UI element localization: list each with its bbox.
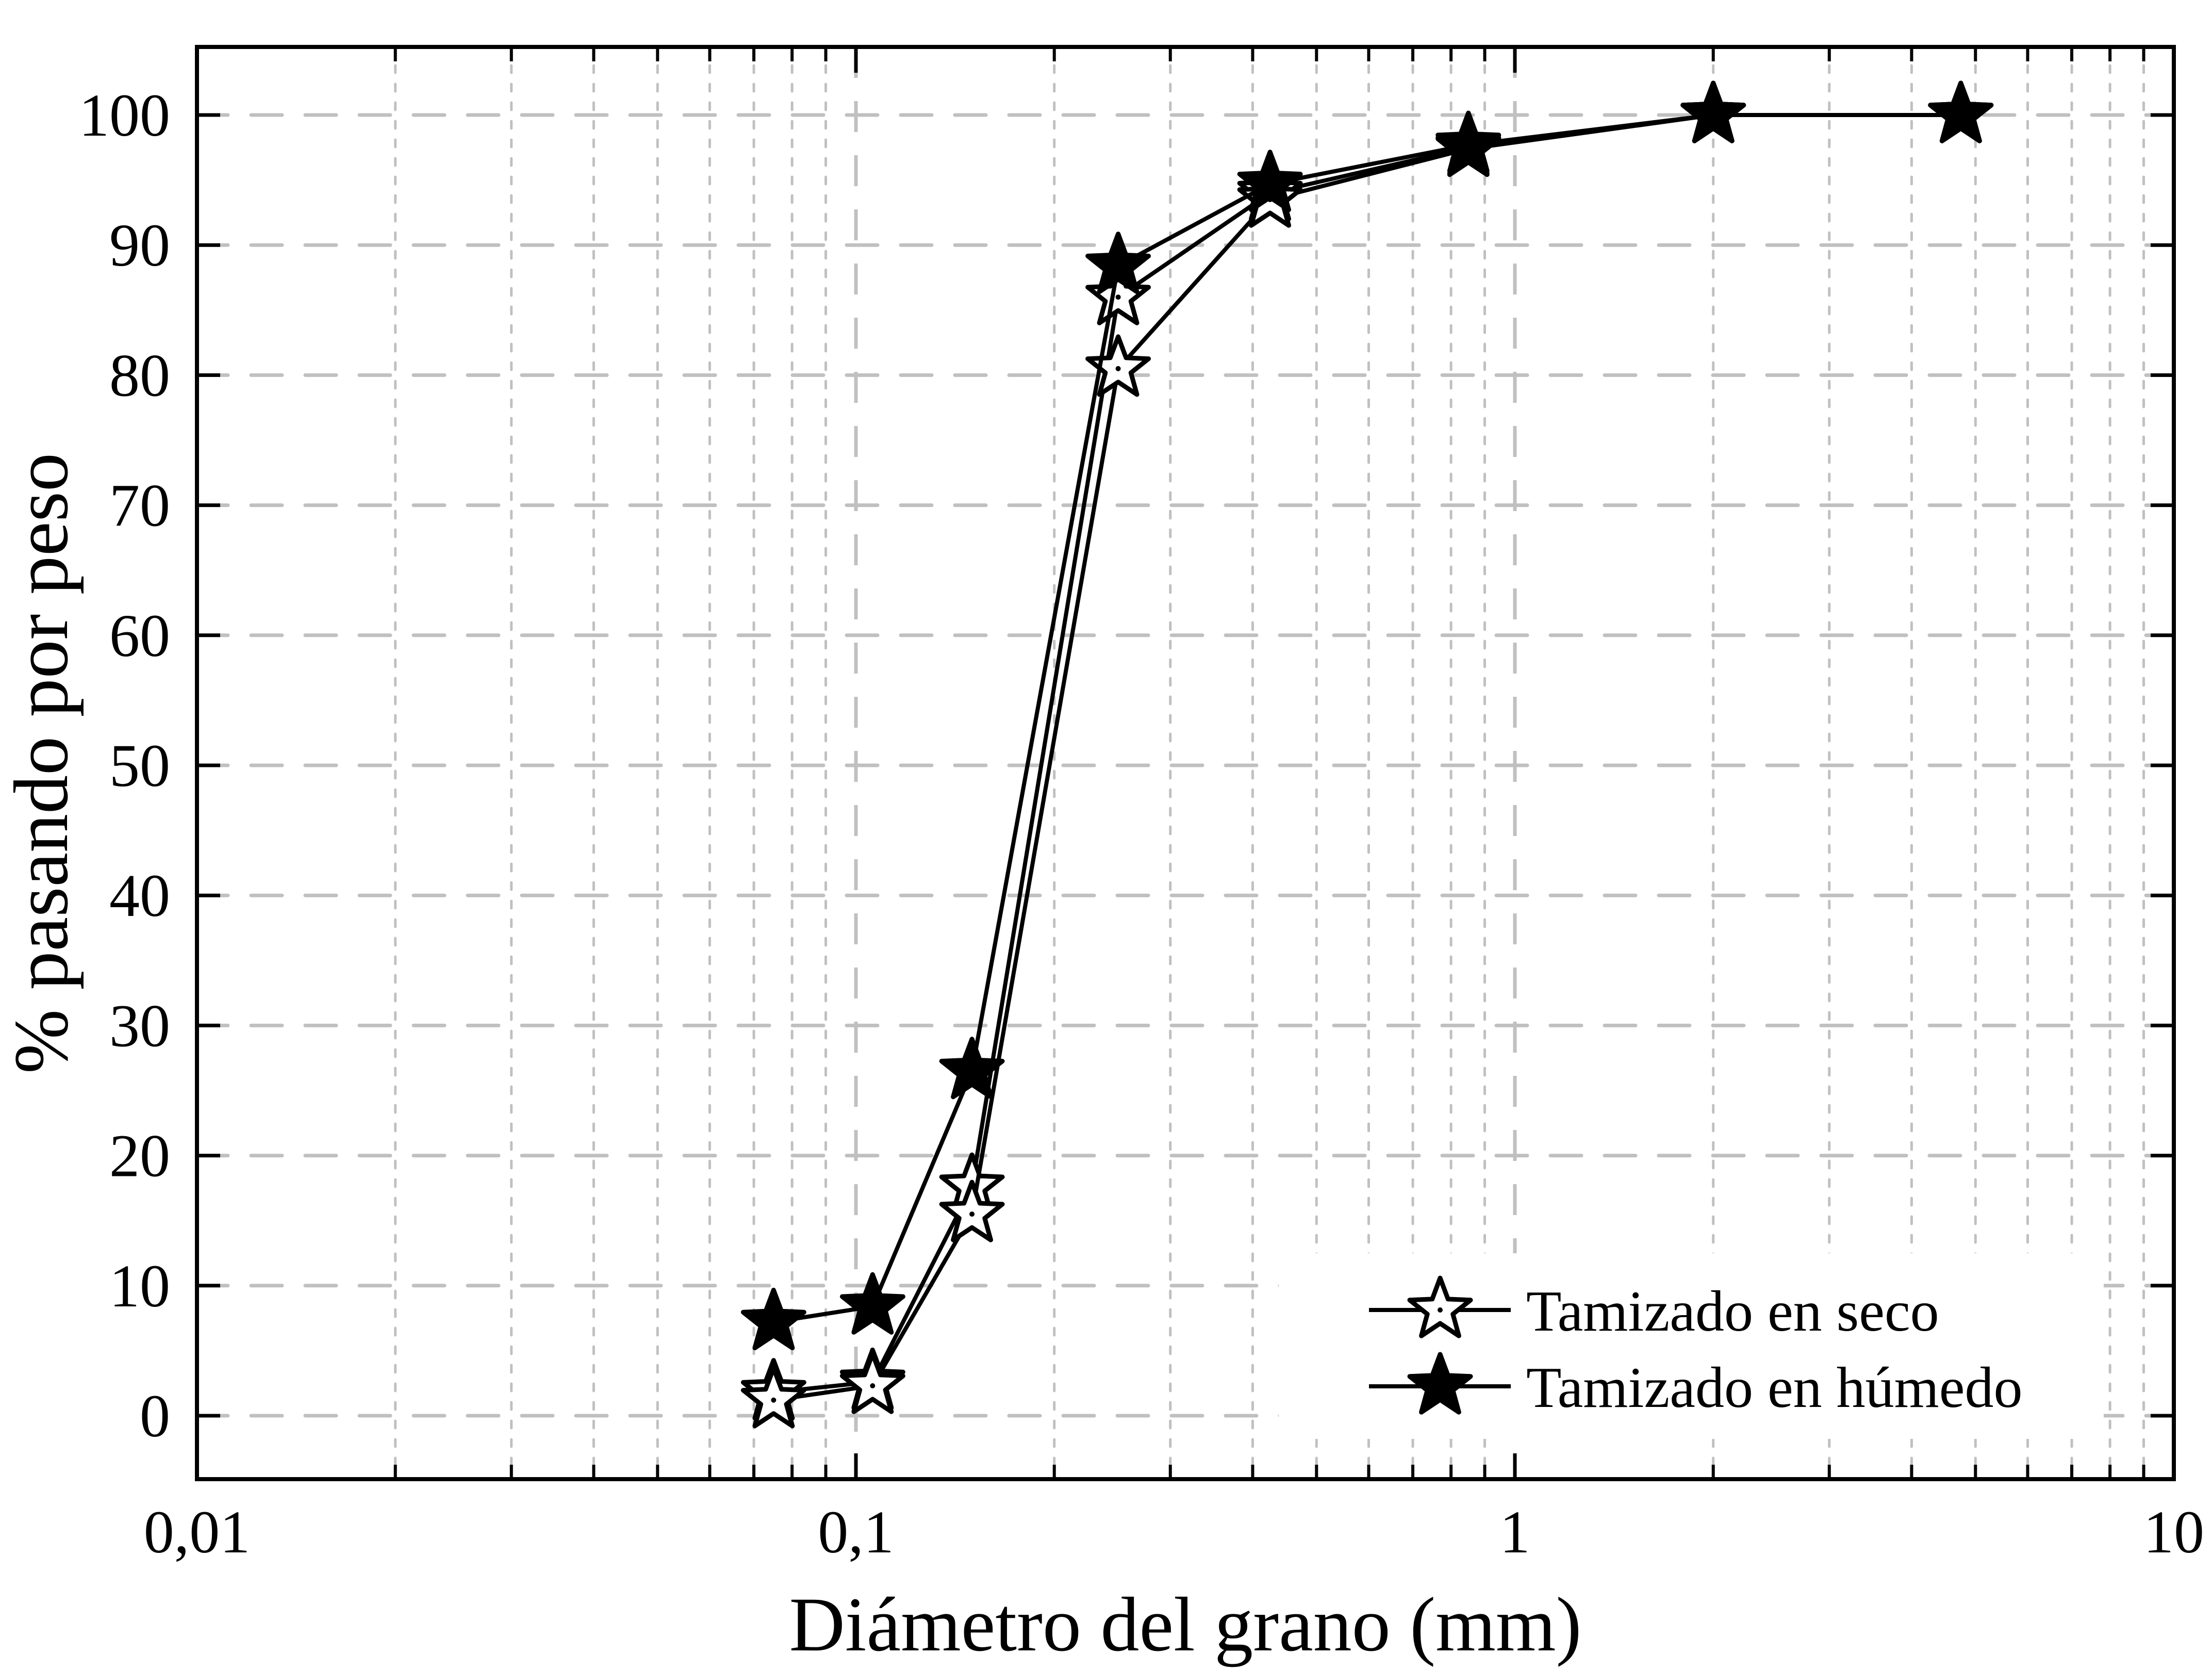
open-star-icon: [839, 1351, 905, 1414]
y-tick-label: 50: [109, 732, 170, 799]
open-star-icon: [939, 1179, 1005, 1242]
y-tick-label: 60: [109, 602, 170, 669]
x-tick-label: 10: [2143, 1498, 2204, 1566]
y-tick-label: 100: [79, 81, 170, 149]
star-center-dot: [771, 1397, 777, 1403]
legend-background: [1279, 1253, 2104, 1439]
x-axis-tick-labels: 0,01 0,1 1 10: [144, 1498, 2204, 1566]
open-star-icon: [1407, 1275, 1473, 1338]
filled-star-icon: [1928, 80, 1994, 143]
series-line: [773, 113, 1961, 1324]
legend-entry: Tamizado en seco: [1369, 1275, 1939, 1344]
x-tick-label: 0,1: [818, 1498, 894, 1566]
plot-frame: [195, 45, 2176, 1481]
y-axis-tick-labels: 0 10 20 30 40 50 60 70 80 90 100: [79, 81, 170, 1450]
y-tick-label: 70: [109, 472, 170, 539]
x-tick-label: 1: [1500, 1498, 1530, 1566]
x-tick-label: 0,01: [144, 1498, 251, 1566]
open-star-icon: [1085, 334, 1151, 397]
legend-label: Tamizado en húmedo: [1526, 1356, 2023, 1420]
filled-star-icon: [1407, 1352, 1473, 1415]
star-center-dot: [1115, 294, 1121, 300]
axis-ticks: [195, 47, 2176, 1479]
filled-star-icon: [939, 1037, 1005, 1100]
star-center-dot: [1438, 1307, 1443, 1313]
open-star-icon: [740, 1366, 806, 1429]
y-tick-label: 90: [109, 211, 170, 279]
star-center-dot: [870, 1383, 876, 1388]
filled-star-icon: [1237, 150, 1303, 212]
y-tick-label: 40: [109, 862, 170, 929]
filled-star-icon: [740, 1287, 806, 1351]
y-tick-label: 0: [140, 1382, 170, 1450]
legend-label: Tamizado en seco: [1526, 1280, 1939, 1344]
x-axis-title: Diámetro del grano (mm): [789, 1582, 1582, 1667]
minor-gridlines: [394, 45, 2145, 1481]
star-center-dot: [969, 1211, 975, 1217]
open-star-icon: [1085, 263, 1151, 325]
filled-star-icon: [1680, 80, 1746, 143]
series-wet-2: [740, 80, 1994, 1351]
y-axis-title: % pasando por peso: [0, 453, 84, 1074]
y-tick-label: 20: [109, 1122, 170, 1190]
filled-star-icon: [839, 1272, 905, 1335]
star-center-dot: [1115, 366, 1121, 371]
y-tick-label: 10: [109, 1252, 170, 1320]
filled-star-icon: [1435, 110, 1501, 173]
y-tick-label: 30: [109, 992, 170, 1059]
legend: Tamizado en seco Tamizado en húmedo: [1279, 1253, 2104, 1439]
legend-entry: Tamizado en húmedo: [1369, 1352, 2023, 1420]
filled-star-icon: [1085, 232, 1151, 294]
y-tick-label: 80: [109, 341, 170, 409]
data-series: [740, 80, 1994, 1429]
